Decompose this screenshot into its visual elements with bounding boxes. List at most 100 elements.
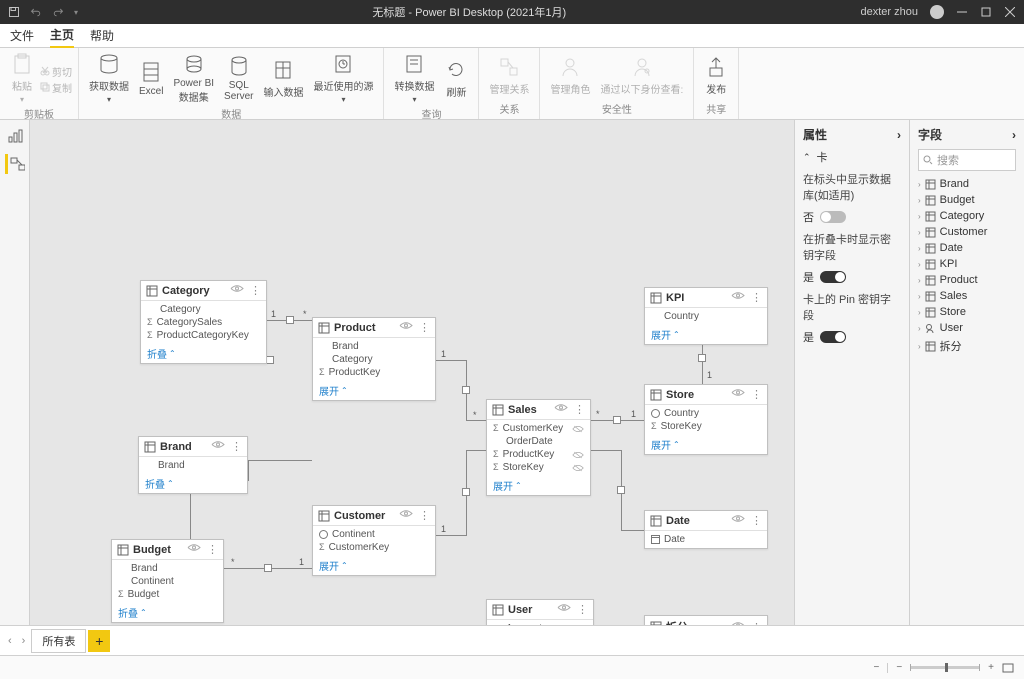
table-card-brand[interactable]: Brand ⋮ Brand 折叠 ⌃ [138, 436, 248, 494]
field-item[interactable]: ›KPI [918, 257, 1016, 271]
close-button[interactable] [1004, 6, 1016, 18]
field-row[interactable]: ProductCategoryKey [141, 329, 266, 342]
table-card-budget[interactable]: Budget ⋮ BrandContinentBudget 折叠 ⌃ [111, 539, 224, 623]
table-card-product[interactable]: Product ⋮ BrandCategoryProductKey 展开 ⌃ [312, 317, 436, 401]
collapse-fields-icon[interactable]: › [1012, 128, 1016, 142]
maximize-button[interactable] [980, 6, 992, 18]
field-row[interactable]: Continent [313, 528, 435, 541]
field-item[interactable]: ›Category [918, 209, 1016, 223]
card-expand-toggle[interactable]: 展开 ⌃ [313, 556, 435, 575]
card-expand-toggle[interactable]: 展开 ⌃ [313, 381, 435, 400]
user-avatar-icon[interactable] [930, 5, 944, 19]
cut-button[interactable]: 剪切 [40, 64, 72, 79]
field-row[interactable]: Category [141, 303, 266, 316]
transform-button[interactable]: 转换数据▾ [390, 50, 438, 106]
collapse-properties-icon[interactable]: › [897, 128, 901, 142]
table-card-kpi[interactable]: KPI ⋮ Country 展开 ⌃ [644, 287, 768, 345]
minimize-button[interactable] [956, 6, 968, 18]
manage-rel-button[interactable]: 管理关系 [485, 53, 533, 98]
paste-button[interactable]: 粘贴▾ [6, 50, 38, 106]
card-expand-toggle[interactable]: 折叠 ⌃ [141, 344, 266, 363]
field-item[interactable]: ›User [918, 321, 1016, 335]
table-card-customer[interactable]: Customer ⋮ ContinentCustomerKey 展开 ⌃ [312, 505, 436, 576]
field-row[interactable]: Date [645, 533, 767, 546]
tab-next-icon[interactable]: › [18, 635, 30, 647]
toggle-show-key[interactable] [820, 271, 846, 283]
card-expand-toggle[interactable]: 折叠 ⌃ [139, 474, 247, 493]
zoom-slider[interactable] [910, 666, 980, 669]
excel-button[interactable]: Excel [135, 58, 167, 99]
field-item[interactable]: ›Date [918, 241, 1016, 255]
left-rail [0, 120, 30, 625]
field-row[interactable]: ProductKey [313, 366, 435, 379]
add-sheet-button[interactable]: + [88, 630, 110, 652]
field-item[interactable]: ›Product [918, 273, 1016, 287]
field-row[interactable]: Brand [313, 340, 435, 353]
tab-prev-icon[interactable]: ‹ [4, 635, 16, 647]
card-expand-toggle[interactable]: 展开 ⌃ [487, 476, 590, 495]
field-item[interactable]: ›Brand [918, 177, 1016, 191]
table-card-store[interactable]: Store ⋮ CountryStoreKey 展开 ⌃ [644, 384, 768, 455]
enter-data-button[interactable]: 输入数据 [259, 56, 307, 101]
table-card-sales[interactable]: Sales ⋮ CustomerKeyOrderDateProductKeySt… [486, 399, 591, 496]
table-card-split[interactable]: 拆分 ⋮ 成员比例类型组合 展开 ⌃ [644, 615, 768, 625]
ribbon-group-relationships: 管理关系 关系 [479, 48, 540, 119]
field-row[interactable]: Budget [112, 588, 223, 601]
manage-roles-button[interactable]: 管理角色 [546, 53, 594, 98]
save-icon[interactable] [8, 6, 20, 18]
copy-button[interactable]: 复制 [40, 80, 72, 95]
field-row[interactable]: OrderDate [487, 435, 590, 448]
field-row[interactable]: Brand [139, 459, 247, 472]
field-row[interactable]: CustomerKey [313, 541, 435, 554]
field-row[interactable]: StoreKey [645, 420, 767, 433]
field-row[interactable]: Continent [112, 575, 223, 588]
table-card-user[interactable]: User ⋮ Accountdimensionhierarchyvalue 折叠… [486, 599, 594, 625]
zoom-out-icon[interactable]: − [873, 662, 879, 673]
recent-sources-button[interactable]: 最近使用的源▾ [309, 50, 377, 106]
field-item[interactable]: ›拆分 [918, 337, 1016, 355]
viewas-icon [630, 55, 654, 79]
publish-button[interactable]: 发布 [700, 53, 732, 98]
card-expand-toggle[interactable]: 折叠 ⌃ [112, 603, 223, 622]
table-card-date[interactable]: Date ⋮ Date [644, 510, 768, 549]
window-title: 无标题 - Power BI Desktop (2021年1月) [78, 4, 861, 20]
field-row[interactable]: Category [313, 353, 435, 366]
model-canvas[interactable]: 1 * * 1 1 * 1 * 1 * 1 [30, 120, 794, 625]
field-row[interactable]: Account [487, 622, 593, 625]
card-expand-toggle[interactable]: 展开 ⌃ [645, 325, 767, 344]
toggle-show-db[interactable] [820, 211, 846, 223]
field-row[interactable]: StoreKey [487, 461, 590, 474]
card-section-label[interactable]: 卡 [817, 149, 828, 165]
field-item[interactable]: ›Store [918, 305, 1016, 319]
field-item[interactable]: ›Sales [918, 289, 1016, 303]
table-card-category[interactable]: Category ⋮ CategoryCategorySalesProductC… [140, 280, 267, 364]
field-item[interactable]: ›Customer [918, 225, 1016, 239]
field-row[interactable]: Country [645, 407, 767, 420]
user-name[interactable]: dexter zhou [861, 6, 918, 18]
field-item[interactable]: ›Budget [918, 193, 1016, 207]
field-row[interactable]: Country [645, 310, 767, 323]
redo-icon[interactable] [52, 6, 64, 18]
tab-file[interactable]: 文件 [10, 24, 34, 47]
view-as-button[interactable]: 通过以下身份查看: [596, 53, 687, 98]
sheet-tab[interactable]: 所有表 [31, 629, 86, 653]
card-expand-toggle[interactable]: 展开 ⌃ [645, 435, 767, 454]
field-row[interactable]: ProductKey [487, 448, 590, 461]
field-row[interactable]: CustomerKey [487, 422, 590, 435]
tab-help[interactable]: 帮助 [90, 24, 114, 47]
report-view-icon[interactable] [5, 126, 25, 146]
sql-button[interactable]: SQL Server [220, 52, 257, 104]
model-view-icon[interactable] [5, 154, 25, 174]
toggle-pin-key[interactable] [820, 331, 846, 343]
fit-page-icon[interactable] [1002, 663, 1014, 673]
get-data-button[interactable]: 获取数据▾ [85, 50, 133, 106]
search-input[interactable]: 搜索 [918, 149, 1016, 171]
undo-icon[interactable] [30, 6, 42, 18]
tab-home[interactable]: 主页 [50, 23, 74, 48]
field-row[interactable]: Brand [112, 562, 223, 575]
ribbon-group-security: 管理角色 通过以下身份查看: 安全性 [540, 48, 694, 119]
refresh-button[interactable]: 刷新 [440, 56, 472, 101]
pbi-dataset-button[interactable]: Power BI 数据集 [169, 50, 218, 106]
field-row[interactable]: CategorySales [141, 316, 266, 329]
recent-icon [331, 52, 355, 76]
